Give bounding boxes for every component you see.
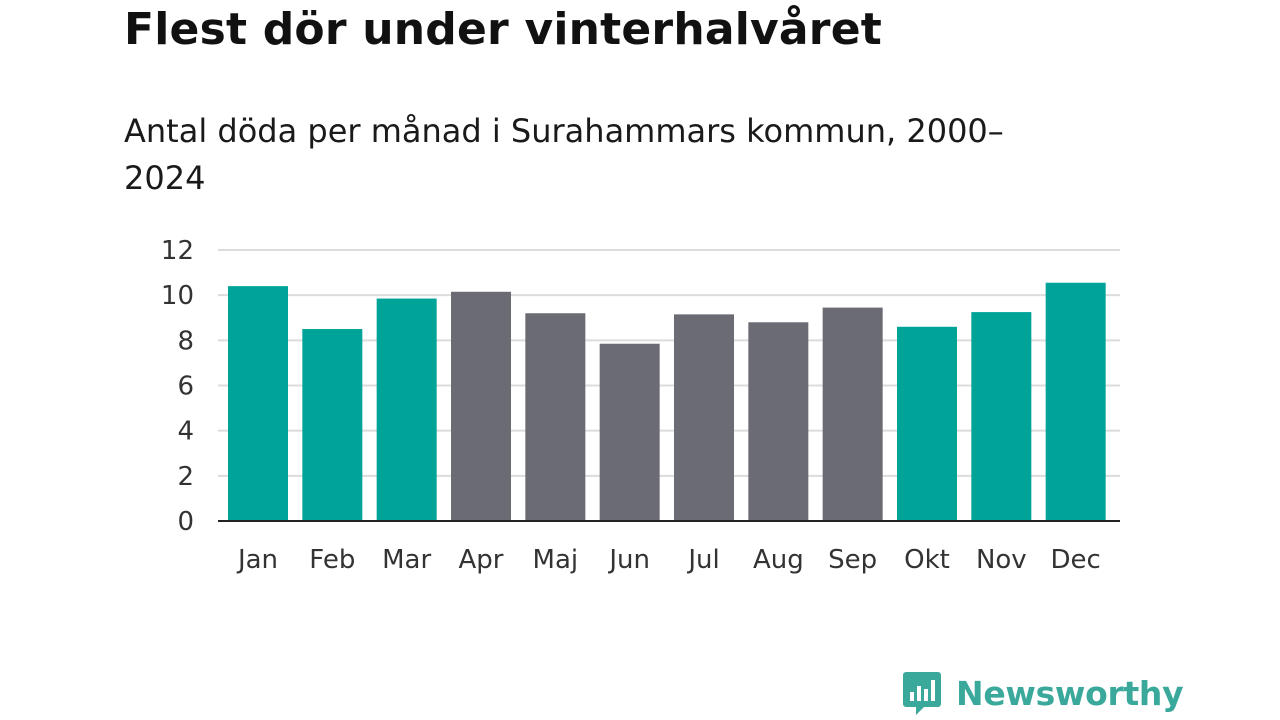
bar-okt [897, 326, 957, 521]
x-tick-label: Apr [459, 545, 504, 575]
x-tick-label: Aug [753, 545, 804, 575]
x-tick-label: Dec [1051, 545, 1101, 575]
y-tick-label: 8 [177, 326, 194, 356]
x-tick-label: Feb [309, 545, 355, 575]
chart-subtitle: Antal döda per månad i Surahammars kommu… [124, 112, 1004, 197]
grid-lines [218, 249, 1120, 477]
bar-nov [971, 312, 1032, 521]
y-tick-label: 4 [177, 417, 194, 447]
x-tick-label: Jun [607, 545, 650, 575]
newsworthy-logo-icon [903, 672, 941, 715]
y-tick-label: 12 [161, 236, 194, 266]
bar-dec [1045, 282, 1106, 521]
x-tick-label: Maj [533, 545, 579, 575]
x-tick-label: Nov [976, 545, 1027, 575]
bar-jul [674, 314, 734, 521]
x-tick-label: Mar [382, 545, 431, 575]
bar-apr [451, 291, 511, 521]
bar-maj [525, 313, 586, 521]
bar-jun [599, 343, 660, 521]
bar-mar [376, 298, 437, 521]
x-tick-label: Sep [828, 545, 877, 575]
y-tick-label: 2 [177, 462, 194, 492]
y-tick-label: 10 [161, 281, 194, 311]
bars [228, 282, 1106, 521]
bar-aug [748, 322, 809, 521]
x-tick-label: Okt [904, 545, 950, 575]
y-tick-label: 6 [177, 372, 194, 402]
bar-feb [302, 329, 363, 521]
x-tick-label: Jan [236, 545, 278, 575]
x-tick-label: Jul [686, 545, 719, 575]
bar-jan [228, 286, 288, 521]
y-tick-label: 0 [177, 507, 194, 537]
brand-name: Newsworthy [956, 673, 1184, 713]
chart-title: Flest dör under vinterhalvåret [124, 4, 882, 55]
labels: 0 2 4 6 8 10 12 Jan Feb Mar Apr Maj Jun Jul Aug Sep Okt N… [161, 236, 1101, 575]
bar-sep [822, 307, 883, 521]
newsworthy-brand: Newsworthy [902, 670, 1184, 716]
